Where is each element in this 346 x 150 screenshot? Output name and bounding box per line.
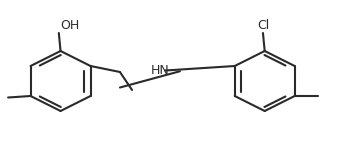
Text: OH: OH [60, 19, 80, 32]
Text: HN: HN [151, 64, 169, 77]
Text: Cl: Cl [257, 19, 269, 32]
